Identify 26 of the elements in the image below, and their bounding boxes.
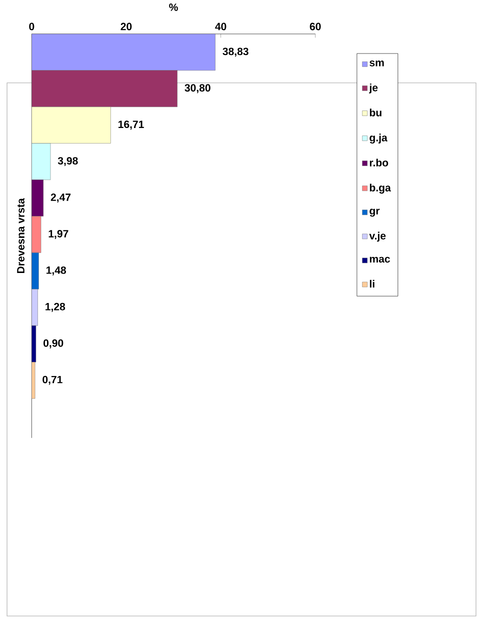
x-axis-title: %: [169, 4, 178, 11]
data-label: 1,28: [46, 302, 66, 312]
x-tick-label: 40: [215, 22, 226, 30]
data-label: 30,80: [184, 84, 210, 94]
x-tick-label: 60: [310, 22, 321, 30]
data-label: 16,71: [118, 120, 144, 130]
legend-label: mac: [370, 256, 390, 263]
data-label: 0,71: [42, 376, 62, 385]
legend-label: r.bo: [370, 158, 388, 166]
y-axis-title: Drevesna vrsta: [17, 198, 24, 274]
x-tick-label: 0: [29, 22, 34, 30]
legend-label: g.ja: [370, 134, 388, 144]
legend-label: v.je: [369, 232, 386, 242]
legend-label: b.ga: [370, 184, 391, 194]
data-label: 3,98: [58, 157, 78, 166]
legend-label: li: [370, 280, 374, 288]
legend-label: gr: [370, 208, 380, 217]
data-label: 1,97: [48, 230, 68, 239]
data-label: 1,48: [46, 266, 66, 276]
legend-label: je: [369, 84, 378, 94]
data-label: 0,90: [44, 339, 64, 348]
legend-label: bu: [370, 108, 382, 116]
data-label: 38,83: [222, 48, 248, 57]
legend-label: sm: [370, 60, 384, 66]
x-tick-label: 20: [120, 22, 132, 30]
data-label: 2,47: [50, 194, 71, 203]
